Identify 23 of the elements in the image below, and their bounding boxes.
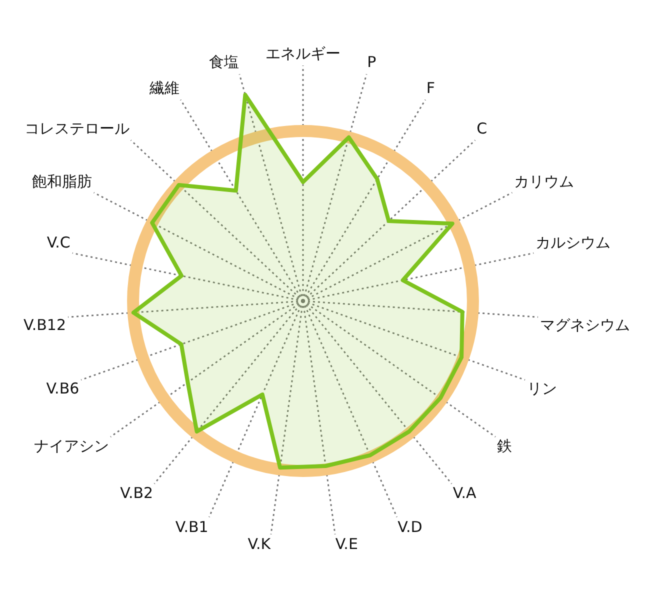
spoke-label: V.E (335, 535, 358, 554)
spoke-label: V.B12 (24, 316, 66, 334)
spoke-label: 繊維 (148, 78, 180, 97)
spoke-label: V.D (398, 518, 422, 536)
spoke-label: エネルギー (266, 44, 340, 62)
spoke-label: V.B6 (46, 379, 80, 398)
spoke-label: V.B2 (120, 484, 154, 502)
spoke-label: C (476, 120, 488, 138)
spoke-label: リン (526, 379, 557, 398)
spoke-label: F (426, 78, 436, 97)
spoke-label: V.B1 (175, 518, 208, 536)
spoke-label: V.C (46, 234, 70, 252)
spoke-label: 飽和脂肪 (32, 172, 92, 191)
spoke-label: V.K (248, 535, 272, 554)
spoke-label: 鉄 (497, 436, 512, 455)
spoke-label: カリウム (514, 172, 574, 191)
spoke-label: ナイアシン (34, 436, 109, 455)
spoke-label: カルシウム (536, 234, 611, 252)
spoke-label: P (367, 53, 376, 72)
spoke-label: マグネシウム (540, 316, 630, 334)
spoke-label: V.A (452, 484, 478, 502)
spoke-label: コレステロール (24, 120, 130, 138)
spoke-label: 食塩 (208, 53, 239, 72)
